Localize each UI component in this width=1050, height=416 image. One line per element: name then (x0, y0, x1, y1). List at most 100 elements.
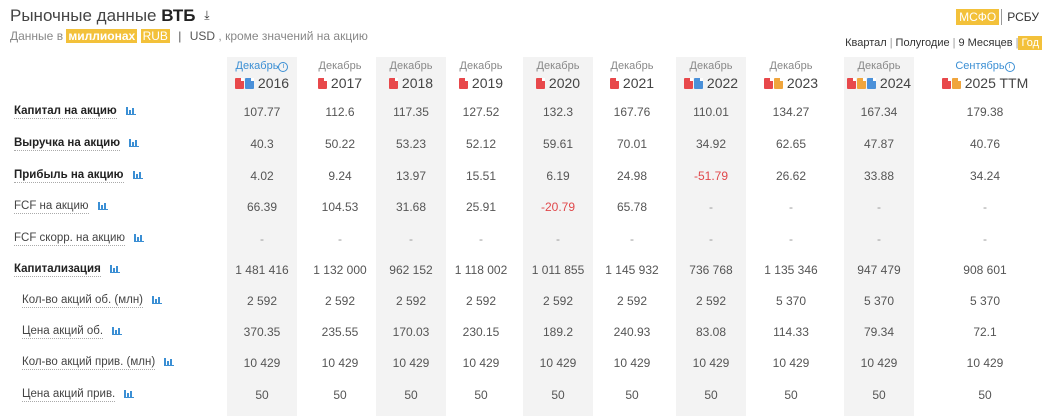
row-label-text[interactable]: Цена акций прив. (22, 388, 116, 402)
table-cell: -20.79 (540, 200, 576, 214)
pdf-report-icon[interactable] (683, 78, 693, 89)
bar-chart-icon[interactable] (125, 106, 136, 115)
currency-usd-button[interactable]: USD (189, 29, 216, 43)
row-label-text[interactable]: FCF на акцию (14, 200, 89, 214)
bar-chart-icon[interactable] (164, 357, 175, 366)
pdf-report-icon[interactable] (941, 78, 951, 89)
info-icon[interactable]: i (278, 62, 289, 72)
table-cell: - (260, 232, 264, 246)
units-line: Данные в миллионах RUB | USD , кроме зна… (10, 29, 368, 43)
row-label[interactable]: Выручка на акцию (14, 137, 140, 151)
table-cell: 24.98 (616, 169, 648, 183)
table-cell: 10 429 (692, 356, 730, 370)
info-icon[interactable]: i (1004, 62, 1015, 72)
row-label-text[interactable]: Кол-во акций об. (млн) (22, 294, 144, 308)
table-cell: 50 (333, 388, 347, 402)
xls-report-icon[interactable] (244, 78, 254, 89)
column-month: Декабрь i (212, 60, 312, 73)
row-label[interactable]: Прибыль на акцию (14, 169, 143, 183)
period-half-button[interactable]: Полугодие (895, 37, 950, 49)
column-year: 2022 (706, 75, 739, 91)
pdf-report-icon[interactable] (317, 78, 327, 89)
table-cell: 50 (704, 388, 718, 402)
pdf-report-icon[interactable] (846, 78, 856, 89)
units-scale-selector[interactable]: миллионах (66, 29, 138, 43)
pdf-report-icon[interactable] (763, 78, 773, 89)
bar-chart-icon[interactable] (152, 295, 163, 304)
column-header: Декабрь 2021 (582, 60, 682, 92)
standard-rsbu-button[interactable]: РСБУ (1001, 9, 1042, 25)
download-icon[interactable]: ⤓ (204, 8, 210, 22)
table-cell: - (877, 232, 881, 246)
title-prefix: Рыночные данные (10, 6, 157, 25)
row-label[interactable]: FCF на акцию (14, 200, 108, 214)
row-label-text[interactable]: Прибыль на акцию (14, 169, 124, 183)
table-cell: - (630, 232, 634, 246)
bar-chart-icon[interactable] (97, 201, 108, 210)
period-nine-button[interactable]: 9 Месяцев (958, 37, 1013, 49)
column-year: 2019 (471, 75, 504, 91)
row-label[interactable]: Капитал на акцию (14, 105, 136, 119)
row-label-text[interactable]: Выручка на акцию (14, 137, 121, 151)
ppt-report-icon[interactable] (856, 78, 866, 89)
bar-chart-icon[interactable] (109, 264, 120, 273)
row-label[interactable]: Кол-во акций прив. (млн) (22, 356, 175, 370)
table-cell: 50 (551, 388, 565, 402)
pdf-report-icon[interactable] (388, 78, 398, 89)
bar-chart-icon[interactable] (112, 326, 123, 335)
column-year-row: 2021 (582, 75, 682, 92)
table-cell: 4.02 (250, 169, 274, 183)
standard-msfo-button[interactable]: МСФО (956, 9, 1000, 25)
row-label[interactable]: FCF скорр. на акцию (14, 232, 145, 246)
column-year: 2016 (257, 75, 290, 91)
pdf-report-icon[interactable] (609, 78, 619, 89)
column-year: 2017 (330, 75, 363, 91)
pdf-report-icon[interactable] (458, 78, 468, 89)
table-cell: 235.55 (321, 325, 359, 339)
table-cell: 40.76 (969, 137, 1001, 151)
period-year-button[interactable]: Год (1018, 36, 1042, 50)
ppt-report-icon[interactable] (773, 78, 783, 89)
currency-rub-button[interactable]: RUB (140, 29, 170, 43)
period-quarter-button[interactable]: Квартал (845, 37, 887, 49)
pdf-report-icon[interactable] (234, 78, 244, 89)
table-cell: 167.76 (613, 105, 651, 119)
table-cell: 112.6 (325, 105, 355, 119)
table-cell: 6.19 (546, 169, 570, 183)
row-label-text[interactable]: FCF скорр. на акцию (14, 232, 126, 246)
table-cell: 736 768 (689, 263, 733, 277)
bar-chart-icon[interactable] (124, 389, 135, 398)
column-month: Декабрь (689, 60, 733, 72)
table-cell: 50 (872, 388, 886, 402)
row-label-text[interactable]: Цена акций об. (22, 325, 104, 339)
row-label[interactable]: Капитализация (14, 263, 120, 277)
table-cell: 10 429 (966, 356, 1004, 370)
table-cell: 72.1 (973, 325, 997, 339)
table-cell: - (789, 232, 793, 246)
row-label-text[interactable]: Кол-во акций прив. (млн) (22, 356, 156, 370)
row-label-text[interactable]: Капитал на акцию (14, 105, 117, 119)
row-label-text[interactable]: Капитализация (14, 263, 101, 277)
table-cell: - (877, 200, 881, 214)
xls-report-icon[interactable] (693, 78, 703, 89)
column-shade (844, 57, 914, 416)
row-label[interactable]: Кол-во акций об. (млн) (22, 294, 163, 308)
bar-chart-icon[interactable] (129, 138, 140, 147)
column-header: Сентябрь i 2025 TTM (935, 60, 1035, 92)
column-month: Декабрь (389, 60, 433, 72)
table-cell: 5 370 (969, 294, 1001, 308)
xls-report-icon[interactable] (866, 78, 876, 89)
row-label[interactable]: Цена акций об. (22, 325, 123, 339)
column-shade (676, 57, 746, 416)
standard-switch: МСФО РСБУ (956, 9, 1042, 25)
row-label[interactable]: Цена акций прив. (22, 388, 135, 402)
bar-chart-icon[interactable] (134, 233, 145, 242)
table-cell: 70.01 (616, 137, 648, 151)
bar-chart-icon[interactable] (132, 170, 143, 179)
table-cell: 1 011 855 (531, 263, 585, 277)
column-year-row: 2017 (290, 75, 390, 92)
column-year-row: 2019 (431, 75, 531, 92)
ppt-report-icon[interactable] (951, 78, 961, 89)
pdf-report-icon[interactable] (535, 78, 545, 89)
table-cell: 59.61 (542, 137, 574, 151)
